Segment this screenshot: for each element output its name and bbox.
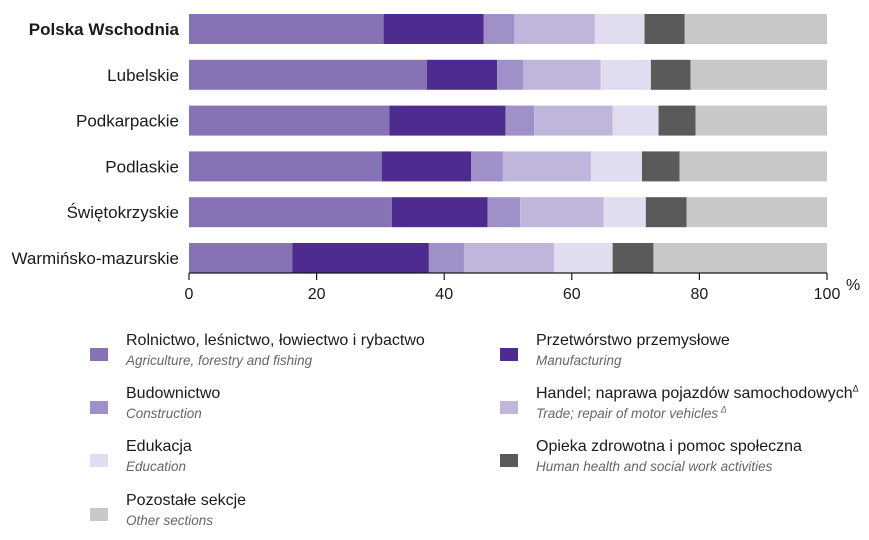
bar-segment-2-6 <box>695 105 827 136</box>
legend-text-3: Handel; naprawa pojazdów samochodowychΔ T… <box>536 383 859 423</box>
bar-segment-4-5 <box>645 197 687 228</box>
bar-segment-4-1 <box>391 197 488 228</box>
bar-segment-1-2 <box>497 59 524 90</box>
legend-text-5: Opieka zdrowotna i pomoc społeczna Human … <box>536 436 802 476</box>
bar-segment-3-6 <box>679 151 827 182</box>
bar-segment-1-6 <box>690 59 827 90</box>
bar-segment-2-3 <box>534 105 613 136</box>
legend-text-2: Budownictwo Construction <box>126 383 220 423</box>
legend-label-pl-5: Opieka zdrowotna i pomoc społeczna <box>536 438 802 455</box>
bar-segment-3-3 <box>502 151 591 182</box>
legend-label-en-1: Manufacturing <box>536 353 622 368</box>
legend-label-pl-4: Edukacja <box>126 438 192 455</box>
legend-item-2: Budownictwo Construction <box>90 383 220 423</box>
legend-item-4: Edukacja Education <box>90 436 192 476</box>
bar-segment-0-0 <box>189 14 384 44</box>
legend-swatch-2 <box>90 401 108 414</box>
bar-segment-5-6 <box>653 243 827 273</box>
bar-segment-4-4 <box>603 197 646 228</box>
legend-swatch-0 <box>90 348 108 361</box>
category-label-1: Lubelskie <box>107 66 179 85</box>
bar-segment-5-0 <box>189 243 293 273</box>
bar-segment-2-2 <box>505 105 535 136</box>
bar-segment-1-1 <box>426 59 498 90</box>
legend-label-en-2: Construction <box>126 406 202 421</box>
legend-item-1: Przetwórstwo przemysłowe Manufacturing <box>500 330 730 370</box>
bar-segment-1-0 <box>189 59 427 90</box>
bar-segment-0-3 <box>514 14 595 44</box>
bar-segment-4-3 <box>520 197 604 228</box>
legend-label-en-0: Agriculture, forestry and fishing <box>126 353 313 368</box>
legend-swatch-4 <box>90 454 108 467</box>
legend-text-1: Przetwórstwo przemysłowe Manufacturing <box>536 330 730 370</box>
legend-label-pl-0: Rolnictwo, leśnictwo, łowiectwo i rybact… <box>126 332 425 349</box>
legend-item-5: Opieka zdrowotna i pomoc społeczna Human … <box>500 436 802 476</box>
bar-segment-3-2 <box>471 151 503 182</box>
bar-segment-2-4 <box>612 105 659 136</box>
legend-item-3: Handel; naprawa pojazdów samochodowychΔ T… <box>500 383 859 423</box>
category-label-4: Świętokrzyskie <box>67 203 179 222</box>
legend-label-pl-6: Pozostałe sekcje <box>126 492 247 509</box>
x-axis-unit: % <box>846 277 860 294</box>
legend-item-6: Pozostałe sekcje Other sections <box>90 490 246 530</box>
category-labels: Polska Wschodnia Lubelskie Podkarpackie Pod… <box>11 20 179 268</box>
bar-segment-3-5 <box>641 151 680 182</box>
legend-footnote-mark: Δ <box>852 383 859 394</box>
legend-swatch-5 <box>500 454 518 467</box>
x-tick-label-5: 100 <box>814 286 841 303</box>
bar-segment-2-0 <box>189 105 390 136</box>
bar-segment-0-2 <box>483 14 515 44</box>
bar-segment-5-3 <box>463 243 554 273</box>
bar-segment-4-2 <box>487 197 521 228</box>
x-tick-label-3: 60 <box>563 286 581 303</box>
bar-segment-1-3 <box>523 59 601 90</box>
legend-label-en-4: Education <box>126 459 187 474</box>
legend-label-pl-1: Przetwórstwo przemysłowe <box>536 332 730 349</box>
bar-segment-3-0 <box>189 151 382 182</box>
bar-segment-5-5 <box>612 243 654 273</box>
legend-swatch-1 <box>500 348 518 361</box>
category-label-5: Warmińsko-mazurskie <box>11 249 179 268</box>
bar-segment-4-0 <box>189 197 392 228</box>
bar-segment-0-4 <box>594 14 645 44</box>
x-tick-label-1: 20 <box>308 286 326 303</box>
legend-label-pl-3: Handel; naprawa pojazdów samochodowychΔ <box>536 383 859 402</box>
bars-group <box>189 14 827 273</box>
legend-label-en-5: Human health and social work activities <box>536 459 773 474</box>
legend-item-0: Rolnictwo, leśnictwo, łowiectwo i rybact… <box>90 330 425 370</box>
bar-segment-1-4 <box>600 59 651 90</box>
bar-segment-3-4 <box>590 151 642 182</box>
bar-segment-0-1 <box>383 14 484 44</box>
x-tick-label-4: 80 <box>691 286 709 303</box>
bar-segment-2-5 <box>658 105 696 136</box>
bar-segment-5-4 <box>553 243 613 273</box>
bar-segment-5-2 <box>428 243 464 273</box>
legend-swatch-3 <box>500 401 518 414</box>
bar-segment-4-6 <box>686 197 827 228</box>
bar-segment-0-6 <box>684 14 827 44</box>
legend-text-0: Rolnictwo, leśnictwo, łowiectwo i rybact… <box>126 330 425 370</box>
bar-segment-3-1 <box>381 151 471 182</box>
x-axis: 0 20 40 60 80 100% <box>185 272 860 303</box>
stacked-bar-chart: Polska Wschodnia Lubelskie Podkarpackie Pod… <box>11 14 860 303</box>
x-tick-label-0: 0 <box>185 286 194 303</box>
bar-segment-1-5 <box>650 59 691 90</box>
legend-label-en-3: Trade; repair of motor vehicles Δ <box>536 404 727 421</box>
legend-label-pl-2: Budownictwo <box>126 385 221 402</box>
legend-text-4: Edukacja Education <box>126 436 192 476</box>
category-label-3: Podlaskie <box>105 157 179 176</box>
category-label-2: Podkarpackie <box>76 112 179 131</box>
bar-segment-5-1 <box>292 243 429 273</box>
legend-swatch-6 <box>90 508 108 521</box>
x-tick-label-2: 40 <box>435 286 453 303</box>
legend-text-6: Pozostałe sekcje Other sections <box>126 490 246 530</box>
legend-footnote-mark: Δ <box>718 404 727 415</box>
bar-segment-2-1 <box>389 105 506 136</box>
legend-label-en-6: Other sections <box>126 513 214 528</box>
bar-segment-0-5 <box>644 14 685 44</box>
category-label-0: Polska Wschodnia <box>29 20 180 39</box>
